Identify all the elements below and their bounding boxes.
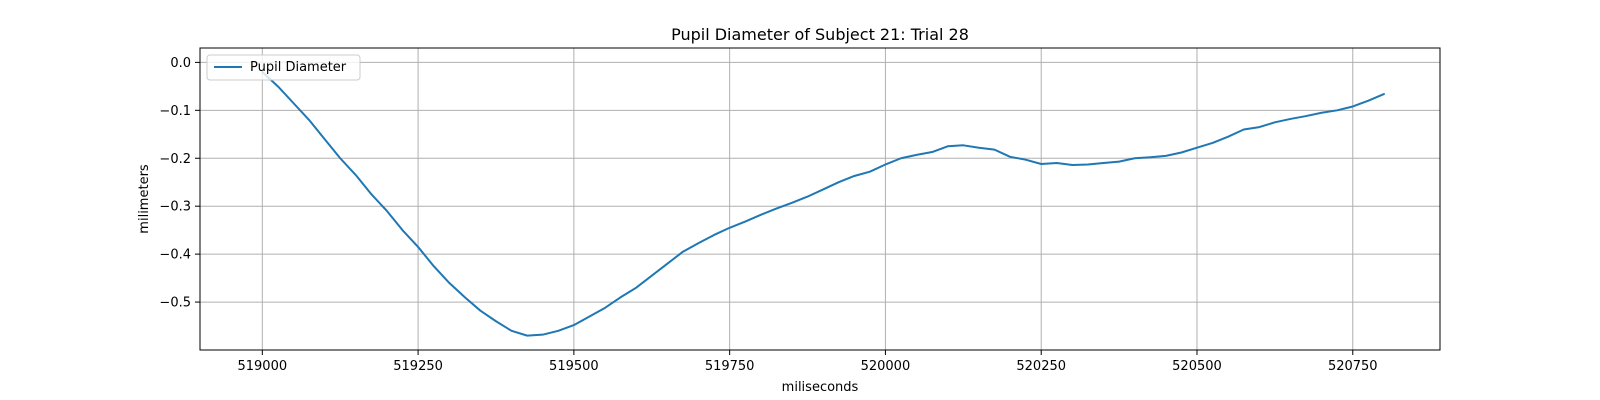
y-tick-label: 0.0 [170,56,191,71]
y-tick-label: −0.4 [159,248,191,263]
x-tick-label: 520500 [1172,359,1222,374]
axis-ticks: 519000 519250 519500 519750 520000 520250 5205… [159,56,1377,374]
x-tick-label: 520000 [861,359,911,374]
grid [200,48,1440,350]
series-line-pupil-diameter [261,70,1385,337]
x-tick-label: 519750 [705,359,755,374]
legend-label-pupil-diameter: Pupil Diameter [250,60,347,75]
legend: Pupil Diameter [206,54,361,81]
y-tick-label: −0.5 [159,296,191,311]
chart-title: Pupil Diameter of Subject 21: Trial 28 [671,25,969,44]
x-tick-label: 520750 [1328,359,1378,374]
x-tick-label: 520250 [1016,359,1066,374]
y-tick-label: −0.2 [159,152,191,167]
x-tick-label: 519500 [549,359,599,374]
x-tick-label: 519250 [393,359,443,374]
y-tick-label: −0.1 [159,104,191,119]
y-axis-label: milimeters [137,164,152,234]
y-tick-label: −0.3 [159,200,191,215]
legend-box [206,54,361,81]
axes-frame [199,47,1441,351]
x-axis-label: miliseconds [782,380,859,395]
x-tick-label: 519000 [237,359,287,374]
plot-lines [261,70,1385,337]
